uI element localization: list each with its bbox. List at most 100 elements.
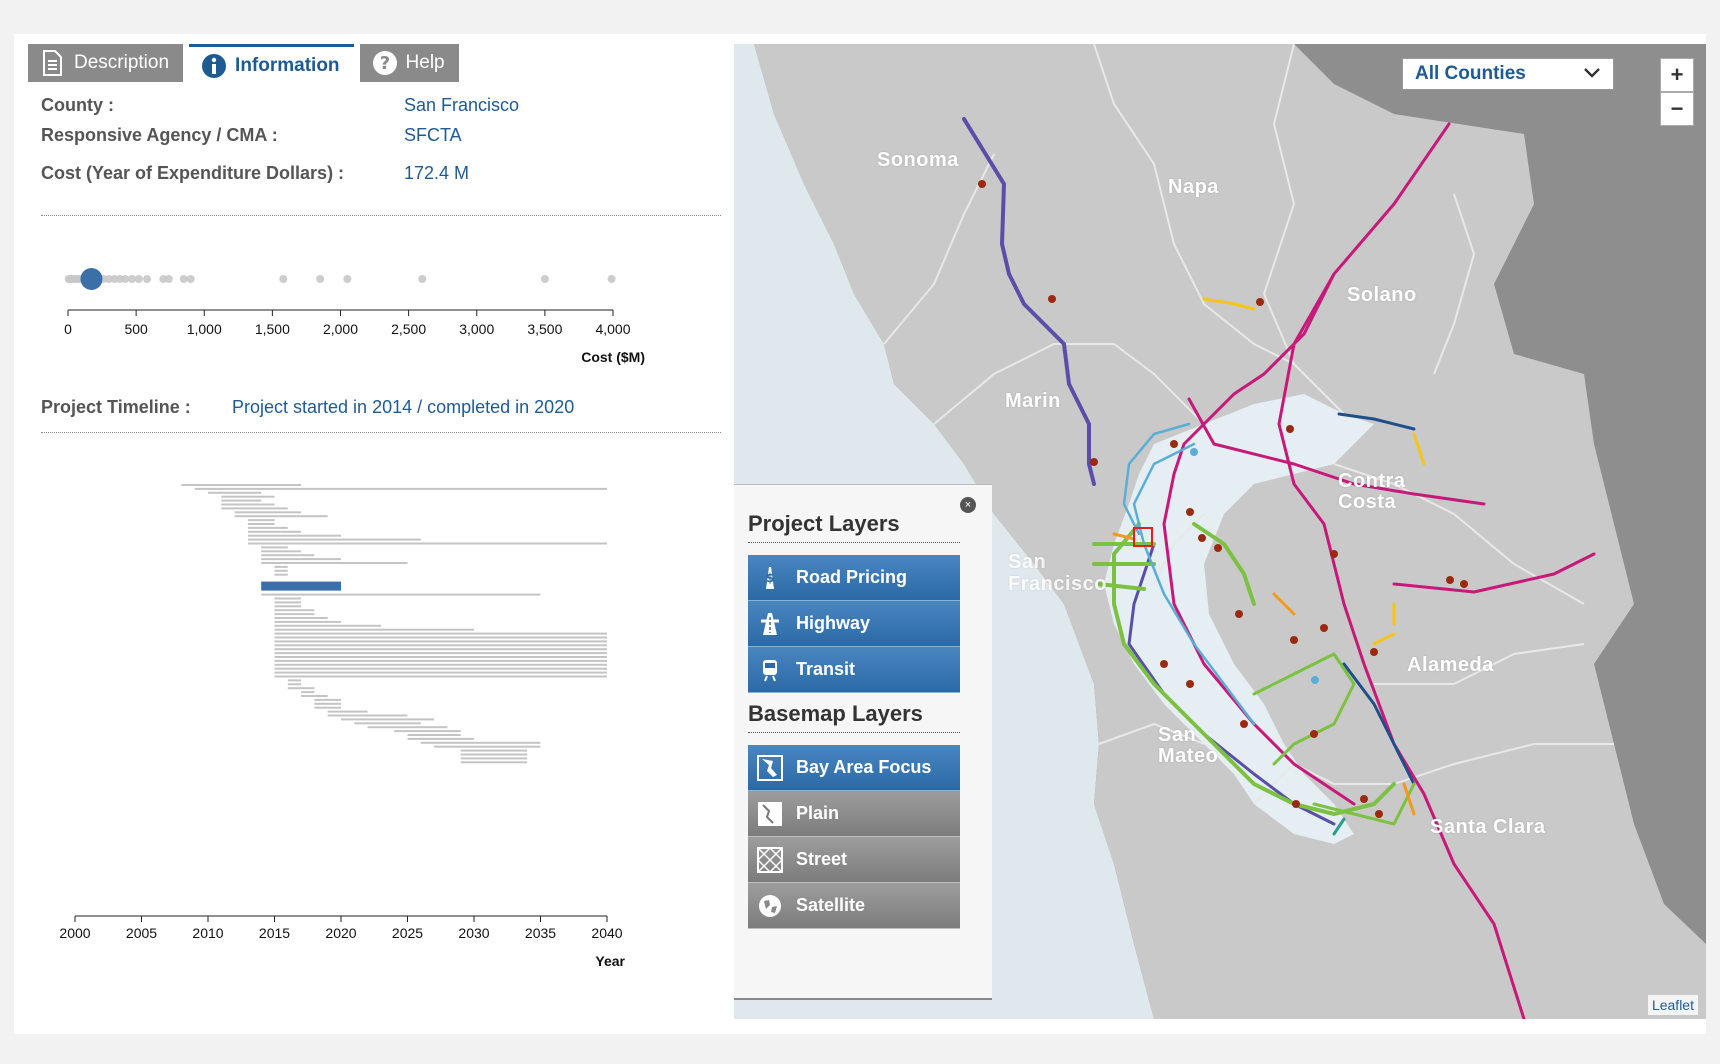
- county-label-marin: Marin: [1005, 390, 1061, 412]
- layer-highway-button[interactable]: Highway: [748, 601, 960, 647]
- svg-text:$: $: [766, 571, 774, 585]
- layer-label: Bay Area Focus: [796, 757, 932, 777]
- agency-value: SFCTA: [404, 125, 462, 145]
- layer-road-pricing-button[interactable]: $ Road Pricing: [748, 555, 960, 601]
- layer-label: Highway: [796, 613, 871, 633]
- timeline-bar: [314, 706, 341, 709]
- tab-information[interactable]: Information: [189, 44, 354, 84]
- timeline-bar: [407, 734, 461, 736]
- document-icon: [40, 50, 64, 76]
- tab-bar: Description Information ? Help: [28, 44, 459, 84]
- x-tick-label: 2005: [126, 925, 157, 941]
- timeline-bar: [247, 526, 288, 529]
- timeline-bar: [261, 554, 315, 557]
- timeline-bar: [247, 519, 275, 522]
- timeline-bar: [314, 698, 341, 701]
- info-panel: Description Information ? Help County : …: [14, 34, 734, 1034]
- basemap-street-button[interactable]: Street: [748, 837, 960, 883]
- x-tick-label: 2,000: [323, 321, 358, 337]
- map-view[interactable]: Sonoma Napa Solano Marin Contra Costa Sa…: [734, 44, 1706, 1019]
- timeline-bar-selected: [261, 581, 341, 591]
- zoom-in-button[interactable]: +: [1660, 58, 1694, 92]
- county-label-napa: Napa: [1168, 176, 1219, 198]
- cost-point: [279, 275, 288, 283]
- timeline-bar: [274, 636, 607, 639]
- layer-label: Street: [796, 849, 848, 869]
- timeline-bar: [274, 632, 607, 635]
- tab-label: Description: [74, 52, 170, 73]
- x-tick-label: 1,000: [187, 321, 222, 337]
- timeline-bar: [274, 605, 302, 608]
- timeline-bar: [274, 573, 288, 576]
- agency-label: Responsive Agency / CMA :: [41, 125, 278, 145]
- info-icon: [201, 53, 227, 79]
- cost-point-selected: [80, 268, 103, 290]
- cost-label: Cost (Year of Expenditure Dollars) :: [41, 163, 345, 183]
- app-frame: Description Information ? Help County : …: [14, 34, 1706, 1034]
- close-icon[interactable]: ×: [960, 497, 976, 513]
- tab-label: Help: [405, 52, 445, 73]
- tab-help[interactable]: ? Help: [359, 44, 459, 82]
- cost-point: [143, 275, 152, 283]
- timeline-bar: [341, 718, 435, 721]
- timeline-bar: [274, 640, 607, 643]
- layer-label: Plain: [796, 803, 840, 823]
- county-label-alameda: Alameda: [1407, 654, 1494, 676]
- timeline-bar: [274, 569, 288, 572]
- timeline-bar: [420, 741, 541, 744]
- timeline-bar: [274, 663, 607, 666]
- timeline-bar: [274, 617, 328, 619]
- layer-transit-button[interactable]: Transit: [748, 647, 960, 693]
- timeline-bar: [327, 710, 368, 713]
- x-tick-label: 2030: [458, 925, 489, 941]
- timeline-bar: [460, 753, 528, 756]
- zoom-out-button[interactable]: −: [1660, 92, 1694, 126]
- timeline-bar: [221, 507, 288, 510]
- county-value: San Francisco: [404, 95, 520, 115]
- timeline-bar: [247, 523, 275, 525]
- layer-label: Road Pricing: [796, 567, 908, 587]
- timeline-bar: [234, 515, 328, 518]
- timeline-bar: [274, 667, 607, 670]
- x-tick-label: 3,000: [459, 321, 494, 337]
- cost-point: [540, 275, 549, 283]
- svg-text:?: ?: [379, 53, 389, 74]
- cost-point: [316, 275, 325, 283]
- timeline-bar: [274, 656, 607, 658]
- timeline-bar: [274, 628, 474, 631]
- timeline-bar: [327, 714, 408, 717]
- timeline-bar: [247, 538, 421, 541]
- cost-value: 172.4 M: [404, 163, 470, 183]
- timeline-bar: [301, 691, 315, 694]
- basemap-bay-area-focus-button[interactable]: Bay Area Focus: [748, 745, 960, 791]
- timeline-bar: [274, 613, 315, 616]
- tab-description[interactable]: Description: [28, 44, 184, 82]
- globe-icon: [756, 892, 784, 920]
- timeline-bar: [460, 761, 528, 764]
- timeline-bar: [274, 671, 607, 674]
- x-tick-label: 2020: [325, 925, 356, 941]
- timeline-bar: [261, 550, 302, 553]
- timeline-bar: [221, 503, 275, 506]
- timeline-bar: [247, 542, 607, 545]
- attribution-link[interactable]: Leaflet: [1647, 995, 1698, 1015]
- timeline-bar: [407, 737, 474, 740]
- timeline-chart: 2000 2005 2010 2015 2020 2025 2030 2035 2040 Year: [59, 484, 626, 969]
- county-select[interactable]: All Counties: [1402, 58, 1614, 90]
- timeline-bar: [274, 597, 302, 600]
- county-select-value: All Counties: [1415, 63, 1526, 84]
- timeline-bar: [261, 562, 408, 564]
- x-tick-label: 3,500: [527, 321, 562, 337]
- divider: [748, 542, 960, 543]
- timeline-bar: [208, 491, 262, 494]
- timeline-label: Project Timeline :: [41, 397, 191, 417]
- cost-point: [418, 275, 427, 283]
- timeline-bar: [287, 683, 302, 686]
- tab-label: Information: [235, 54, 340, 76]
- timeline-bar: [274, 644, 607, 647]
- basemap-satellite-button[interactable]: Satellite: [748, 883, 960, 929]
- basemap-plain-button[interactable]: Plain: [748, 791, 960, 837]
- x-tick-label: 2,500: [391, 321, 426, 337]
- dollar-road-icon: $: [756, 564, 784, 592]
- county-label-solano: Solano: [1347, 284, 1417, 306]
